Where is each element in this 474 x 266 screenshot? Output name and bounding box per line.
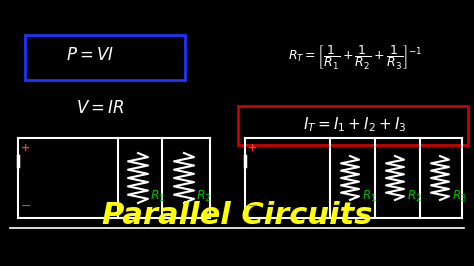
Text: $I_T = I_1 + I_2 + I_3$: $I_T = I_1 + I_2 + I_3$	[303, 116, 407, 134]
Text: $P = VI$: $P = VI$	[66, 46, 114, 64]
Bar	[238, 106, 468, 145]
Text: −: −	[21, 200, 31, 213]
Text: $R_1$: $R_1$	[150, 188, 165, 203]
Text: +: +	[248, 143, 258, 153]
Text: Parallel Circuits: Parallel Circuits	[102, 201, 372, 230]
Text: $R_2$: $R_2$	[196, 188, 211, 203]
Text: $R_2$: $R_2$	[407, 188, 421, 203]
Text: $R_1$: $R_1$	[362, 188, 377, 203]
Text: −: −	[248, 200, 258, 213]
Text: $R_T = \left[\dfrac{1}{R_1} + \dfrac{1}{R_2} + \dfrac{1}{R_3}\right]^{-1}$: $R_T = \left[\dfrac{1}{R_1} + \dfrac{1}{…	[288, 44, 422, 72]
Text: +: +	[21, 143, 31, 153]
Text: $V = IR$: $V = IR$	[76, 99, 124, 117]
Bar	[25, 35, 185, 80]
Text: $R_3$: $R_3$	[452, 188, 467, 203]
